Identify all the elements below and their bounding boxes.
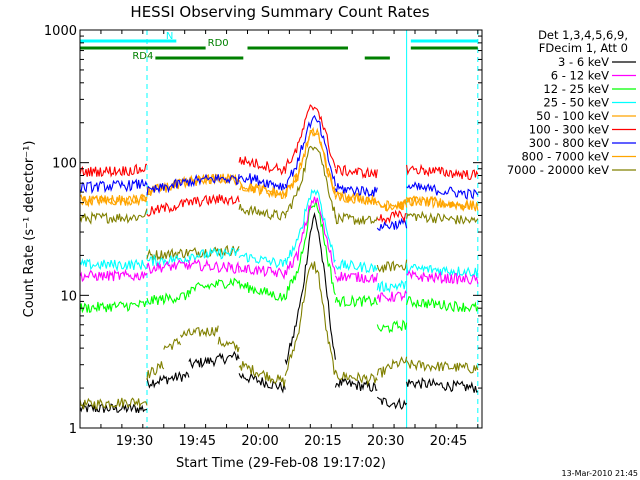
- series-line-0: [79, 211, 478, 414]
- legend-entry-7: 800 - 7000 keV: [521, 150, 609, 164]
- legend-entry-5: 100 - 300 keV: [529, 123, 609, 137]
- x-axis-label: Start Time (29-Feb-08 19:17:02): [176, 456, 386, 471]
- legend-entry-3: 25 - 50 keV: [543, 96, 609, 110]
- legend: Det 1,3,4,5,6,9,FDecim 1, Att 03 - 6 keV…: [507, 28, 636, 177]
- plot-frame: [79, 29, 483, 429]
- y-tick-label-0: 1: [69, 422, 77, 437]
- series-line-1: [79, 196, 479, 303]
- series-line-3: [79, 188, 479, 294]
- y-axis: 1 10 100 1000: [44, 24, 482, 437]
- x-tick-label-1: 19:45: [179, 434, 216, 449]
- attenuator-label-2: RD4: [132, 51, 153, 62]
- x-tick-label-3: 20:15: [304, 434, 341, 449]
- x-tick-label-5: 20:45: [430, 434, 467, 449]
- series-line-5: [79, 104, 479, 225]
- time-markers: [79, 30, 479, 428]
- attenuator-state-bars: N RD0 RD4: [80, 31, 478, 62]
- series-layer: [79, 104, 479, 414]
- legend-entry-4: 50 - 100 keV: [536, 109, 609, 123]
- x-axis: 19:30 19:45 20:00 20:15 20:30 20:45: [100, 30, 479, 449]
- y-tick-label-3: 1000: [44, 24, 77, 39]
- legend-entry-1: 6 - 12 keV: [551, 69, 609, 83]
- legend-header-0: Det 1,3,4,5,6,9,: [538, 28, 628, 42]
- x-tick-label-2: 20:00: [241, 434, 278, 449]
- y-tick-label-2: 100: [52, 157, 77, 172]
- x-tick-label-4: 20:30: [367, 434, 404, 449]
- legend-entry-2: 12 - 25 keV: [543, 82, 609, 96]
- y-axis-label: Count Rate (s⁻¹ detector⁻¹): [22, 141, 37, 318]
- x-tick-label-0: 19:30: [116, 434, 153, 449]
- series-line-9: [79, 261, 479, 410]
- attenuator-label-1: RD0: [208, 38, 229, 49]
- legend-entry-6: 300 - 800 keV: [529, 136, 609, 150]
- series-line-6: [79, 114, 479, 231]
- legend-entry-0: 3 - 6 keV: [558, 55, 609, 69]
- series-line-8: [79, 145, 479, 273]
- legend-entry-8: 7000 - 20000 keV: [507, 163, 609, 177]
- legend-header-1: FDecim 1, Att 0: [539, 41, 628, 55]
- y-tick-label-1: 10: [60, 289, 77, 304]
- attenuator-label-0: N: [166, 31, 173, 42]
- chart-title: HESSI Observing Summary Count Rates: [130, 3, 429, 21]
- plot-timestamp: 13-Mar-2010 21:45: [562, 469, 639, 478]
